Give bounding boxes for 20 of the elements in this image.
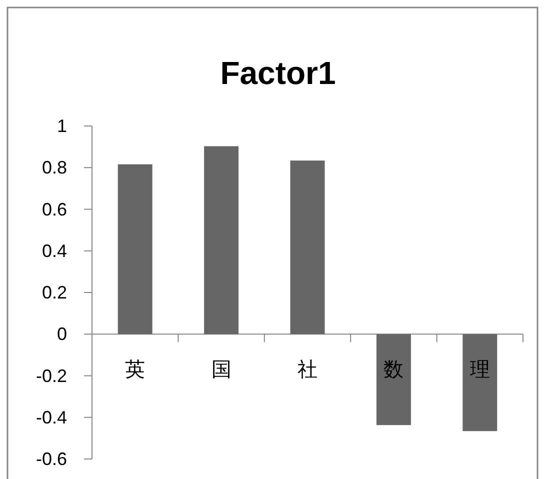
bar [290, 160, 325, 334]
x-tick-label: 理 [470, 359, 490, 381]
y-tick-label: 0.4 [42, 240, 67, 261]
bar [118, 164, 152, 334]
bar [462, 334, 498, 432]
y-tick-label: 0.8 [42, 158, 67, 178]
y-tick-label: 0.2 [42, 282, 67, 302]
y-tick-label: 0 [56, 324, 67, 344]
y-tick-label: -0.2 [36, 366, 67, 386]
bar [204, 146, 239, 334]
x-tick-label: 数 [384, 359, 404, 381]
x-tick-label: 国 [211, 359, 232, 381]
x-tick-label: 社 [298, 359, 318, 381]
y-tick-label: -0.6 [36, 449, 67, 469]
y-tick-label: -0.4 [36, 407, 67, 428]
chart-title: Factor1 [220, 55, 336, 91]
y-tick-label: 0.6 [42, 199, 67, 220]
x-tick-label: 英 [125, 359, 146, 381]
bar [376, 334, 411, 426]
y-tick-label: 1 [56, 116, 67, 136]
